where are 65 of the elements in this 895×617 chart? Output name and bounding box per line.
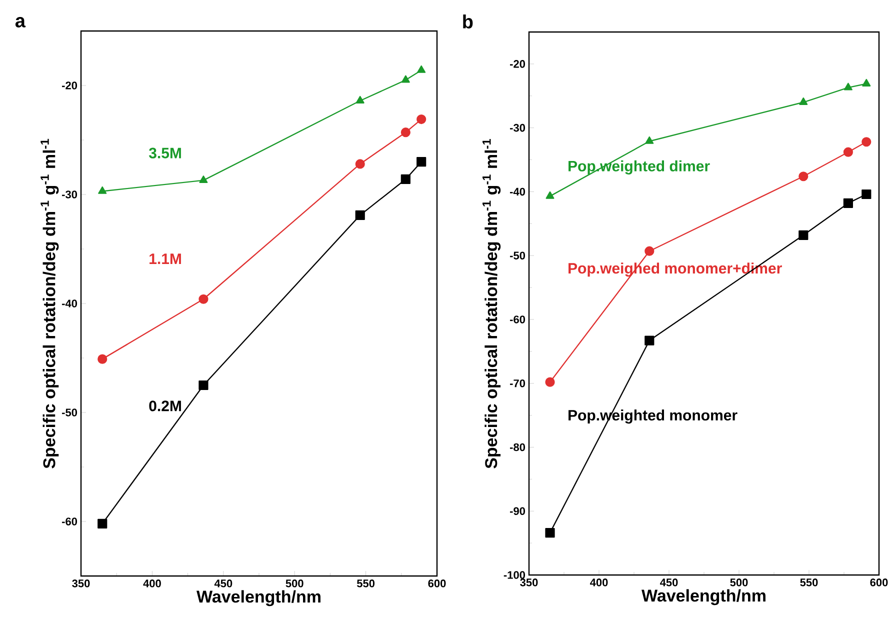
y-tick-label: -100 [504, 571, 526, 579]
point [416, 114, 426, 124]
point [98, 354, 108, 364]
y-tick-label: -50 [62, 408, 78, 416]
x-tick-label: 350 [520, 578, 538, 586]
point [644, 246, 654, 256]
x-tick-label: 450 [214, 580, 232, 588]
point [400, 174, 410, 184]
point [401, 75, 410, 83]
y-tick-label: -30 [62, 190, 78, 198]
y-tick-label: -20 [510, 60, 526, 68]
x-tick-label: 550 [356, 580, 375, 588]
point [98, 518, 108, 528]
x-tick-label: 500 [730, 578, 748, 586]
point [198, 294, 208, 304]
y-tick-label: -30 [510, 124, 526, 132]
y-tick-label: -40 [510, 188, 526, 196]
point [644, 336, 654, 346]
point [545, 528, 555, 538]
point [417, 65, 426, 73]
point [862, 189, 872, 200]
x-tick-label: 500 [286, 580, 304, 588]
point [356, 96, 364, 104]
x-tick-label: 350 [72, 580, 90, 588]
point [546, 191, 554, 199]
point [355, 210, 365, 220]
y-tick-label: -60 [62, 518, 78, 526]
y-axis-title: Specific optical rotation/deg dm$^{-1}$ g$^{-1}$ ml$^{-1}$ [482, 138, 501, 468]
y-tick-label: -50 [510, 252, 526, 260]
x-axis-title: Wavelength/nm [196, 590, 320, 606]
point [843, 198, 853, 208]
point [862, 137, 872, 147]
x-tick-label: 600 [870, 578, 888, 586]
x-tick-label: 400 [590, 578, 608, 586]
y-tick-label: -60 [510, 316, 526, 324]
point [198, 380, 208, 390]
chart-title: a [15, 17, 26, 28]
point [416, 156, 426, 167]
series-label: 0.2M [149, 400, 181, 412]
point [844, 82, 852, 90]
chart-title: b [463, 14, 473, 28]
y-axis-title: Specific optical rotation/deg dm$^{-1}$ g$^{-1}$ ml$^{-1}$ [40, 138, 59, 468]
x-tick-label: 600 [428, 580, 446, 588]
x-tick-label: 550 [800, 578, 818, 586]
point [98, 186, 107, 194]
y-tick-label: -20 [62, 82, 78, 90]
point [355, 159, 365, 169]
text: 1.1M [150, 254, 181, 264]
point [400, 128, 410, 138]
x-tick-label: 400 [143, 580, 161, 588]
x-tick-label: 450 [660, 578, 678, 586]
point [545, 377, 555, 387]
y-tick-label: -70 [510, 379, 526, 388]
point [798, 230, 808, 240]
point [645, 136, 654, 144]
point [798, 172, 808, 182]
series-label: 3.5M [148, 148, 181, 158]
x-axis-title: Wavelength/nm [642, 589, 766, 606]
y-tick-label: -40 [62, 300, 78, 308]
y-tick-label: -90 [510, 507, 526, 515]
point [843, 147, 853, 157]
point [862, 78, 871, 86]
point [199, 176, 208, 184]
y-tick-label: -80 [510, 443, 526, 452]
point [799, 97, 808, 105]
